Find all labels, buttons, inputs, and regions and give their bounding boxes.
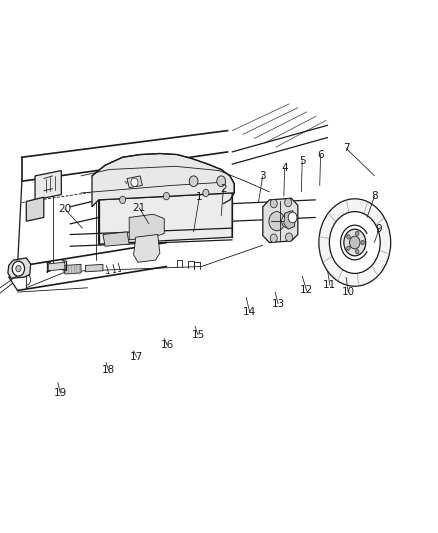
Circle shape xyxy=(12,261,25,276)
Polygon shape xyxy=(99,193,232,244)
Circle shape xyxy=(270,199,277,208)
Text: 7: 7 xyxy=(343,143,350,153)
Text: 5: 5 xyxy=(299,156,306,166)
Circle shape xyxy=(269,212,285,231)
Polygon shape xyxy=(48,262,65,271)
Polygon shape xyxy=(284,211,296,229)
Circle shape xyxy=(217,176,226,187)
Circle shape xyxy=(346,246,350,251)
Polygon shape xyxy=(35,171,61,200)
Circle shape xyxy=(356,249,359,254)
Circle shape xyxy=(356,231,359,236)
Text: 21: 21 xyxy=(133,203,146,213)
Text: 11: 11 xyxy=(323,280,336,290)
Circle shape xyxy=(288,212,297,223)
Text: 10: 10 xyxy=(342,287,355,297)
Circle shape xyxy=(346,235,350,239)
Text: 17: 17 xyxy=(130,352,143,362)
Circle shape xyxy=(285,198,292,207)
Text: 19: 19 xyxy=(54,389,67,398)
Circle shape xyxy=(131,178,138,187)
Text: 9: 9 xyxy=(375,224,382,234)
Text: 3: 3 xyxy=(259,171,266,181)
Text: 1: 1 xyxy=(196,192,203,202)
Polygon shape xyxy=(92,154,234,207)
Text: 13: 13 xyxy=(272,299,285,309)
Text: 20: 20 xyxy=(58,204,71,214)
Circle shape xyxy=(361,240,364,245)
Circle shape xyxy=(319,199,391,286)
Text: 16: 16 xyxy=(161,341,174,350)
Polygon shape xyxy=(263,198,298,243)
Polygon shape xyxy=(85,264,103,272)
Circle shape xyxy=(282,215,292,228)
Polygon shape xyxy=(127,176,142,188)
Text: 6: 6 xyxy=(317,150,324,159)
Polygon shape xyxy=(65,264,81,274)
Text: 12: 12 xyxy=(300,286,313,295)
Polygon shape xyxy=(134,235,160,262)
Text: 18: 18 xyxy=(102,366,115,375)
Circle shape xyxy=(120,196,126,204)
Circle shape xyxy=(270,234,277,243)
Circle shape xyxy=(189,176,198,187)
Circle shape xyxy=(344,229,366,256)
Text: 14: 14 xyxy=(243,307,256,317)
Circle shape xyxy=(350,236,360,249)
Text: 2: 2 xyxy=(220,184,227,194)
Circle shape xyxy=(329,212,380,273)
Polygon shape xyxy=(26,197,44,221)
Polygon shape xyxy=(8,258,31,278)
Circle shape xyxy=(16,265,21,272)
Circle shape xyxy=(203,189,209,197)
Text: 8: 8 xyxy=(371,191,378,201)
Circle shape xyxy=(163,192,170,200)
Text: 4: 4 xyxy=(281,163,288,173)
Polygon shape xyxy=(129,214,164,240)
Text: 15: 15 xyxy=(191,330,205,340)
Circle shape xyxy=(286,233,293,241)
Polygon shape xyxy=(103,232,129,246)
